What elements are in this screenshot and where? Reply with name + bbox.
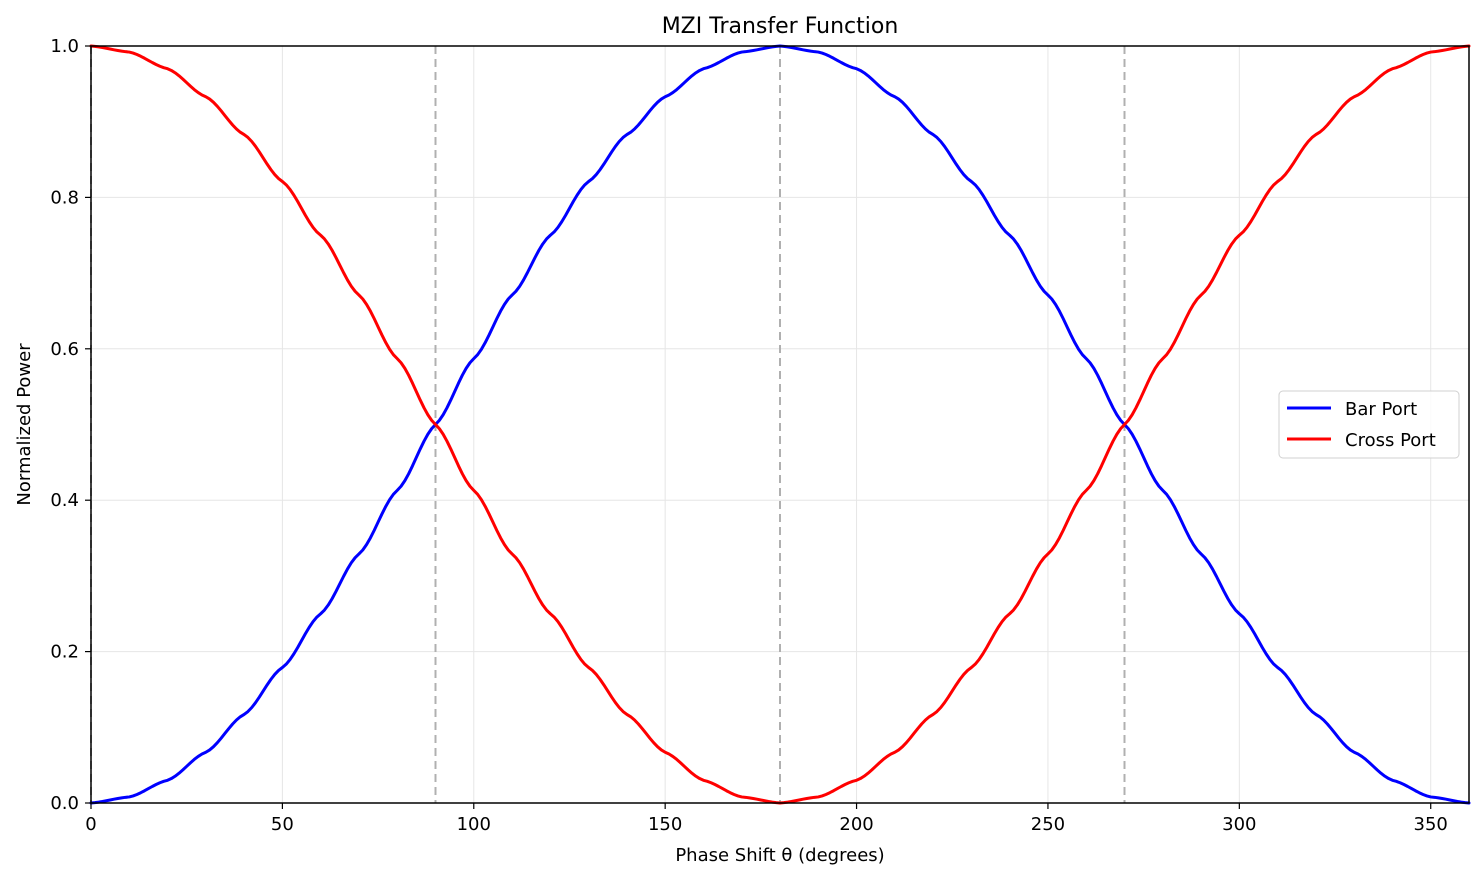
y-tick-label: 0.6 [50,339,79,360]
legend-label-cross-port: Cross Port [1345,430,1436,451]
x-tick-label: 250 [1031,814,1065,835]
x-tick-label: 300 [1222,814,1256,835]
x-axis-label: Phase Shift θ (degrees) [675,845,884,866]
plot-frame [90,45,1470,804]
legend-label-bar-port: Bar Port [1345,399,1417,420]
y-tick-label: 0.4 [50,490,79,511]
x-tick-label: 0 [85,814,96,835]
y-tick-label: 0.0 [50,793,79,814]
y-tick-label: 1.0 [50,36,79,57]
y-tick-label: 0.2 [50,642,79,663]
x-tick-label: 350 [1414,814,1448,835]
x-tick-label: 100 [457,814,491,835]
chart-title: MZI Transfer Function [662,14,899,39]
y-axis-label: Normalized Power [14,343,35,506]
x-tick-label: 150 [648,814,682,835]
y-tick-label: 0.8 [50,187,79,208]
legend: Bar Port Cross Port [1278,390,1460,459]
x-tick-label: 200 [839,814,873,835]
x-tick-label: 50 [271,814,294,835]
axis-ticks: 0 50 100 150 200 250 300 350 0.0 0.2 0.4 0.6 0.8 1.0 [50,36,1448,835]
